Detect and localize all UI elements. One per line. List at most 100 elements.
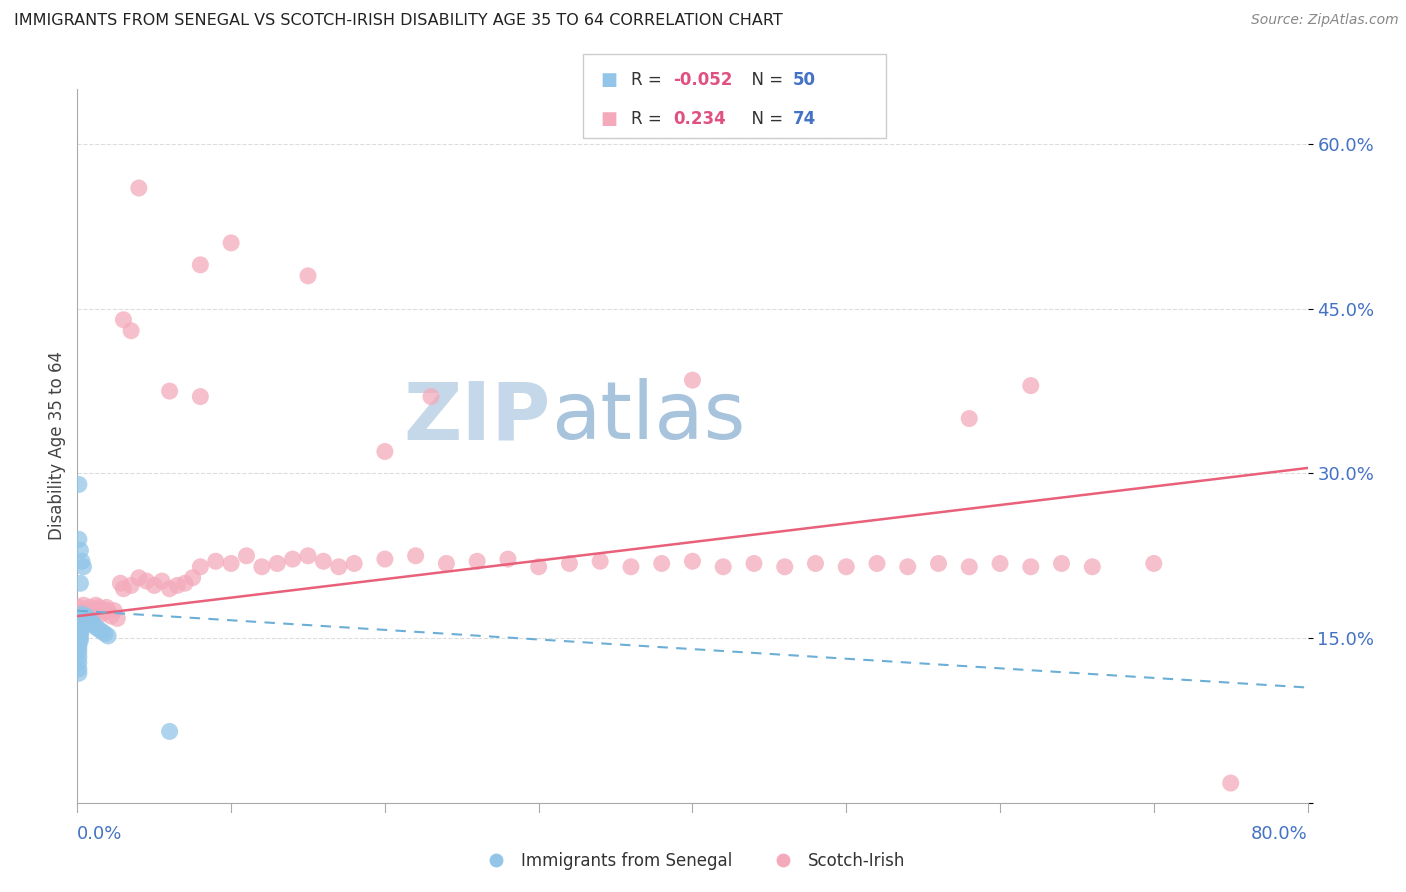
Scotch-Irish	[835, 559, 858, 574]
Immigrants from Senegal	[67, 623, 90, 637]
Legend: Immigrants from Senegal, Scotch-Irish: Immigrants from Senegal, Scotch-Irish	[474, 846, 911, 877]
Scotch-Irish	[159, 384, 181, 398]
Scotch-Irish	[82, 609, 104, 624]
Scotch-Irish	[204, 554, 226, 568]
Immigrants from Senegal	[67, 655, 90, 669]
Text: -0.052: -0.052	[673, 71, 733, 89]
Immigrants from Senegal	[69, 626, 91, 640]
Immigrants from Senegal	[70, 611, 93, 625]
Scotch-Irish	[465, 554, 488, 568]
Scotch-Irish	[128, 571, 150, 585]
Text: R =: R =	[631, 110, 672, 128]
Scotch-Irish	[1081, 559, 1104, 574]
Scotch-Irish	[219, 557, 242, 571]
Immigrants from Senegal	[67, 620, 90, 634]
Text: ■: ■	[600, 71, 617, 89]
Immigrants from Senegal	[82, 616, 104, 631]
Scotch-Irish	[804, 557, 827, 571]
Text: 50: 50	[793, 71, 815, 89]
Scotch-Irish	[73, 611, 96, 625]
Immigrants from Senegal	[67, 631, 90, 645]
Immigrants from Senegal	[67, 644, 90, 658]
Text: ZIP: ZIP	[404, 378, 551, 457]
Scotch-Irish	[496, 552, 519, 566]
Immigrants from Senegal	[94, 626, 117, 640]
Scotch-Irish	[374, 552, 396, 566]
Immigrants from Senegal	[90, 624, 114, 639]
Scotch-Irish	[558, 557, 581, 571]
Immigrants from Senegal	[67, 649, 90, 664]
Scotch-Irish	[711, 559, 734, 574]
Immigrants from Senegal	[77, 611, 100, 625]
Immigrants from Senegal	[69, 618, 91, 632]
Scotch-Irish	[235, 549, 257, 563]
Immigrants from Senegal	[72, 618, 94, 632]
Text: N =: N =	[741, 71, 789, 89]
Scotch-Irish	[1019, 378, 1042, 392]
Immigrants from Senegal	[76, 614, 98, 628]
Scotch-Irish	[80, 605, 103, 619]
Text: 0.234: 0.234	[673, 110, 727, 128]
Immigrants from Senegal	[69, 630, 91, 644]
Immigrants from Senegal	[70, 618, 93, 632]
Text: atlas: atlas	[551, 378, 745, 457]
Scotch-Irish	[188, 258, 212, 272]
Scotch-Irish	[957, 559, 980, 574]
Scotch-Irish	[112, 582, 135, 596]
Scotch-Irish	[250, 559, 273, 574]
Scotch-Irish	[773, 559, 796, 574]
Scotch-Irish	[159, 582, 181, 596]
Text: ■: ■	[600, 110, 617, 128]
Scotch-Irish	[312, 554, 335, 568]
Scotch-Irish	[87, 600, 110, 615]
Scotch-Irish	[150, 574, 173, 588]
Immigrants from Senegal	[72, 614, 94, 628]
Scotch-Irish	[620, 559, 643, 574]
Immigrants from Senegal	[84, 620, 107, 634]
Immigrants from Senegal	[67, 633, 90, 648]
Scotch-Irish	[436, 557, 458, 571]
Scotch-Irish	[281, 552, 304, 566]
Scotch-Irish	[988, 557, 1011, 571]
Scotch-Irish	[651, 557, 673, 571]
Immigrants from Senegal	[72, 609, 94, 624]
Immigrants from Senegal	[67, 533, 90, 547]
Scotch-Irish	[682, 554, 704, 568]
Immigrants from Senegal	[67, 666, 90, 681]
Scotch-Irish	[266, 557, 288, 571]
Immigrants from Senegal	[76, 609, 98, 624]
Scotch-Irish	[297, 268, 319, 283]
Immigrants from Senegal	[67, 640, 90, 654]
Immigrants from Senegal	[72, 559, 94, 574]
Immigrants from Senegal	[69, 615, 91, 629]
Scotch-Irish	[420, 390, 443, 404]
Immigrants from Senegal	[87, 623, 110, 637]
Immigrants from Senegal	[69, 543, 91, 558]
Scotch-Irish	[79, 600, 101, 615]
Scotch-Irish	[72, 598, 94, 612]
Scotch-Irish	[89, 604, 111, 618]
Scotch-Irish	[120, 578, 142, 592]
Scotch-Irish	[957, 411, 980, 425]
Immigrants from Senegal	[67, 477, 90, 491]
Scotch-Irish	[188, 559, 212, 574]
Scotch-Irish	[1050, 557, 1073, 571]
Scotch-Irish	[96, 600, 118, 615]
Scotch-Irish	[682, 373, 704, 387]
Scotch-Irish	[374, 444, 396, 458]
Scotch-Irish	[143, 578, 166, 592]
Scotch-Irish	[742, 557, 765, 571]
Scotch-Irish	[188, 390, 212, 404]
Scotch-Irish	[928, 557, 950, 571]
Scotch-Irish	[174, 576, 197, 591]
Immigrants from Senegal	[70, 615, 93, 629]
Text: IMMIGRANTS FROM SENEGAL VS SCOTCH-IRISH DISABILITY AGE 35 TO 64 CORRELATION CHAR: IMMIGRANTS FROM SENEGAL VS SCOTCH-IRISH …	[14, 13, 783, 29]
Immigrants from Senegal	[69, 624, 91, 638]
Scotch-Irish	[297, 549, 319, 563]
Immigrants from Senegal	[67, 625, 90, 640]
Immigrants from Senegal	[83, 618, 105, 632]
Scotch-Irish	[93, 602, 115, 616]
Scotch-Irish	[866, 557, 889, 571]
Immigrants from Senegal	[69, 576, 91, 591]
Immigrants from Senegal	[80, 615, 103, 629]
